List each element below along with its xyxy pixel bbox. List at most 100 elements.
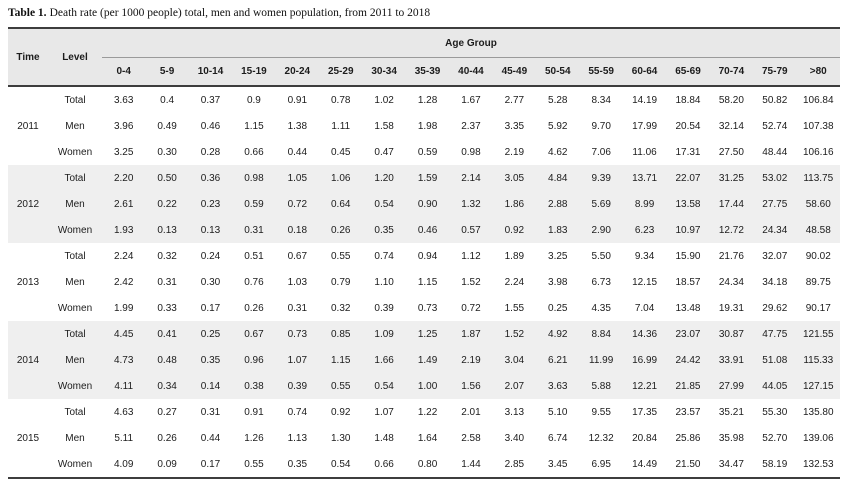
value-2013-women-80: 90.17 [796, 295, 840, 321]
col-header-age-20-24: 20-24 [284, 66, 311, 77]
value-2015-women-55-59: 6.95 [579, 451, 623, 478]
value-2011-women-65-69: 17.31 [666, 139, 710, 165]
value-2014-men-70-74: 33.91 [709, 347, 754, 373]
value-2013-total-65-69: 15.90 [666, 243, 710, 269]
value-2012-men-55-59: 5.69 [579, 191, 623, 217]
level-label-2014-total: Total [48, 321, 102, 347]
value-2011-women-55-59: 7.06 [579, 139, 623, 165]
level-label-2012-women: Women [48, 217, 102, 243]
value-2012-women-60-64: 6.23 [622, 217, 667, 243]
value-2015-men-60-64: 20.84 [622, 425, 667, 451]
year-label-2013: 2013 [8, 243, 48, 321]
value-2015-women-50-54: 3.45 [536, 451, 580, 478]
value-2015-women-0-4: 4.09 [102, 451, 146, 478]
value-2014-total-40-44: 1.87 [449, 321, 493, 347]
value-2011-total-15-19: 0.9 [232, 86, 276, 113]
value-2012-total-5-9: 0.50 [145, 165, 189, 191]
value-2013-women-5-9: 0.33 [145, 295, 189, 321]
value-2014-women-80: 127.15 [796, 373, 840, 399]
value-2011-men-65-69: 20.54 [666, 113, 710, 139]
value-2014-men-5-9: 0.48 [145, 347, 189, 373]
value-2012-men-10-14: 0.23 [188, 191, 233, 217]
value-2012-women-65-69: 10.97 [666, 217, 710, 243]
value-2013-women-0-4: 1.99 [102, 295, 146, 321]
year-label-2014: 2014 [8, 321, 48, 399]
value-2014-women-0-4: 4.11 [102, 373, 146, 399]
table-row-2011-women: Women 3.25 0.30 0.28 0.66 0.44 0.45 0.47 0.59 0.9… [8, 139, 840, 165]
value-2015-women-60-64: 14.49 [622, 451, 667, 478]
value-2013-total-30-34: 0.74 [362, 243, 406, 269]
value-2015-women-25-29: 0.54 [319, 451, 363, 478]
table-row-2012-women: Women 1.93 0.13 0.13 0.31 0.18 0.26 0.35 0.46 0.5… [8, 217, 840, 243]
value-2014-total-0-4: 4.45 [102, 321, 146, 347]
level-label-2011-total: Total [48, 86, 102, 113]
table-row-2015-women: Women 4.09 0.09 0.17 0.55 0.35 0.54 0.66 0.80 1.4… [8, 451, 840, 478]
value-2015-men-70-74: 35.98 [709, 425, 754, 451]
value-2014-men-80: 115.33 [796, 347, 840, 373]
value-2013-women-25-29: 0.32 [319, 295, 363, 321]
value-2014-total-50-54: 4.92 [536, 321, 580, 347]
value-2015-men-75-79: 52.70 [753, 425, 797, 451]
value-2013-men-35-39: 1.15 [405, 269, 450, 295]
value-2011-women-50-54: 4.62 [536, 139, 580, 165]
value-2012-women-5-9: 0.13 [145, 217, 189, 243]
table-caption-text: Death rate (per 1000 people) total, men … [49, 7, 431, 19]
value-2011-total-45-49: 2.77 [492, 86, 537, 113]
value-2015-women-75-79: 58.19 [753, 451, 797, 478]
col-header-age-10-14: 10-14 [197, 66, 224, 77]
value-2015-total-75-79: 55.30 [753, 399, 797, 425]
value-2011-women-5-9: 0.30 [145, 139, 189, 165]
value-2011-women-35-39: 0.59 [405, 139, 450, 165]
value-2011-men-10-14: 0.46 [188, 113, 233, 139]
value-2012-total-70-74: 31.25 [709, 165, 754, 191]
value-2015-men-55-59: 12.32 [579, 425, 623, 451]
value-2012-women-45-49: 0.92 [492, 217, 537, 243]
value-2014-women-50-54: 3.63 [536, 373, 580, 399]
value-2014-men-15-19: 0.96 [232, 347, 276, 373]
value-2015-women-15-19: 0.55 [232, 451, 276, 478]
value-2014-men-60-64: 16.99 [622, 347, 667, 373]
value-2013-men-55-59: 6.73 [579, 269, 623, 295]
value-2013-total-55-59: 5.50 [579, 243, 623, 269]
value-2014-men-0-4: 4.73 [102, 347, 146, 373]
value-2015-men-0-4: 5.11 [102, 425, 146, 451]
value-2015-total-45-49: 3.13 [492, 399, 537, 425]
value-2014-total-65-69: 23.07 [666, 321, 710, 347]
col-header-age-15-19: 15-19 [241, 66, 267, 77]
value-2013-men-0-4: 2.42 [102, 269, 146, 295]
level-label-2014-women: Women [48, 373, 102, 399]
value-2012-women-80: 48.58 [796, 217, 840, 243]
value-2015-men-35-39: 1.64 [405, 425, 450, 451]
col-header-age-0-4: 0-4 [116, 66, 131, 77]
value-2013-men-70-74: 24.34 [709, 269, 754, 295]
value-2014-women-20-24: 0.39 [275, 373, 320, 399]
value-2012-men-15-19: 0.59 [232, 191, 276, 217]
value-2012-men-50-54: 2.88 [536, 191, 580, 217]
value-2012-women-70-74: 12.72 [709, 217, 754, 243]
value-2012-total-20-24: 1.05 [275, 165, 320, 191]
value-2013-total-15-19: 0.51 [232, 243, 276, 269]
value-2012-men-75-79: 27.75 [753, 191, 797, 217]
value-2012-total-80: 113.75 [796, 165, 840, 191]
value-2012-total-65-69: 22.07 [666, 165, 710, 191]
value-2012-total-75-79: 53.02 [753, 165, 797, 191]
value-2013-women-15-19: 0.26 [232, 295, 276, 321]
value-2011-men-50-54: 5.92 [536, 113, 580, 139]
year-label-2015: 2015 [8, 399, 48, 478]
value-2014-men-75-79: 51.08 [753, 347, 797, 373]
value-2013-women-35-39: 0.73 [405, 295, 450, 321]
value-2013-women-55-59: 4.35 [579, 295, 623, 321]
value-2012-women-55-59: 2.90 [579, 217, 623, 243]
value-2013-total-10-14: 0.24 [188, 243, 233, 269]
value-2012-men-0-4: 2.61 [102, 191, 146, 217]
value-2014-women-55-59: 5.88 [579, 373, 623, 399]
value-2014-total-20-24: 0.73 [275, 321, 320, 347]
value-2013-women-50-54: 0.25 [536, 295, 580, 321]
value-2012-men-70-74: 17.44 [709, 191, 754, 217]
value-2011-men-5-9: 0.49 [145, 113, 189, 139]
level-label-2012-men: Men [48, 191, 102, 217]
table-body: 2011 Total 3.63 0.4 0.37 0.9 0.91 0.78 1.02 1.28 1… [8, 86, 840, 478]
header-row-age-labels: 0-4 5-9 10-14 15-19 20-24 25-29 30-34 35-39 40-4… [8, 58, 840, 87]
value-2013-total-80: 90.02 [796, 243, 840, 269]
